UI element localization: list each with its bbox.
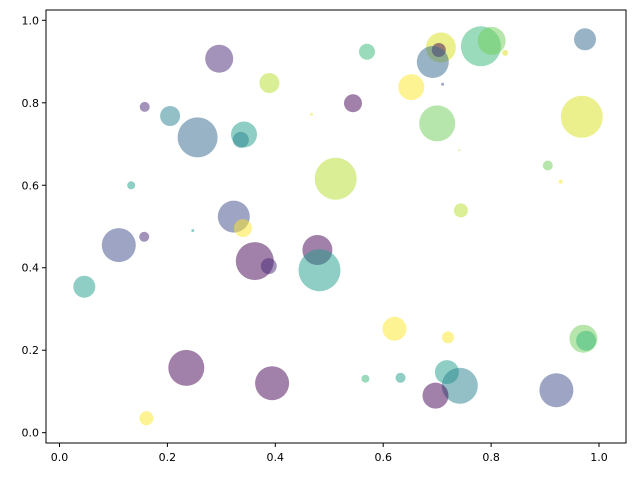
data-point-24 (542, 160, 553, 171)
data-point-49 (539, 373, 574, 408)
data-point-43 (255, 366, 290, 401)
y-tick-label: 0.0 (22, 427, 40, 440)
data-point-7 (259, 73, 280, 93)
y-tick-label: 0.4 (22, 262, 40, 275)
data-point-50 (139, 411, 154, 426)
points-layer (73, 26, 603, 426)
y-tick-label: 0.6 (22, 179, 40, 192)
data-point-44 (361, 374, 370, 383)
data-point-1 (205, 44, 234, 73)
data-point-10 (359, 43, 375, 60)
data-point-8 (310, 112, 313, 116)
data-point-27 (127, 181, 136, 190)
data-point-17 (477, 26, 506, 55)
data-point-37 (73, 275, 96, 298)
data-point-20 (419, 105, 456, 142)
data-point-18 (502, 49, 509, 56)
x-tick-label: 0.2 (159, 451, 177, 464)
data-point-31 (101, 228, 136, 263)
data-point-39 (442, 331, 454, 344)
y-tick-label: 0.2 (22, 344, 40, 357)
x-tick-label: 0.8 (482, 451, 500, 464)
data-point-21 (560, 95, 603, 138)
data-point-45 (395, 372, 406, 383)
data-point-41 (576, 330, 597, 351)
data-point-29 (233, 219, 252, 238)
plot-frame (45, 9, 627, 444)
data-point-19 (574, 28, 596, 51)
y-axis: 0.0 0.2 0.4 0.6 0.8 1.0 (22, 14, 46, 440)
data-point-23 (314, 157, 357, 200)
data-point-22 (458, 149, 461, 152)
data-point-36 (298, 249, 341, 292)
data-point-9 (344, 94, 362, 113)
data-point-4 (177, 117, 218, 158)
data-point-25 (558, 179, 563, 184)
x-axis: 0.0 0.2 0.4 0.6 0.8 1.0 (51, 443, 608, 464)
data-point-42 (168, 349, 205, 386)
data-point-14 (416, 46, 449, 78)
data-point-26 (453, 203, 468, 218)
x-tick-label: 0.0 (51, 451, 69, 464)
data-point-32 (139, 231, 150, 242)
data-point-38 (382, 316, 407, 341)
data-point-48 (422, 382, 449, 409)
data-point-11 (398, 74, 425, 101)
y-tick-label: 0.8 (22, 97, 40, 110)
data-point-34 (260, 258, 277, 275)
data-point-15 (441, 82, 445, 86)
data-point-47 (441, 367, 478, 404)
data-point-30 (191, 229, 195, 233)
x-tick-label: 0.6 (374, 451, 392, 464)
x-tick-label: 0.4 (267, 451, 285, 464)
data-point-3 (160, 106, 181, 126)
y-tick-label: 1.0 (22, 14, 40, 27)
data-point-2 (139, 101, 150, 112)
axes-frame (45, 9, 627, 444)
data-point-6 (232, 131, 249, 148)
x-tick-label: 1.0 (590, 451, 608, 464)
